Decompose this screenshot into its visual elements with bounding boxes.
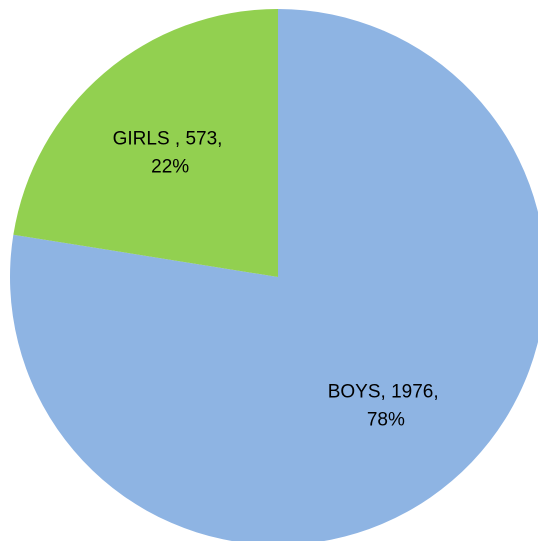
pie-slices xyxy=(10,9,538,541)
pie-labels: BOYS, 1976, 78% GIRLS , 573, 22% xyxy=(113,129,444,431)
slice-label-girls-line2: 22% xyxy=(151,157,189,178)
slice-label-boys-line2: 78% xyxy=(367,409,405,430)
slice-label-boys-line1: BOYS, 1976, xyxy=(328,381,439,402)
slice-girls xyxy=(13,9,278,277)
slice-label-boys: BOYS, 1976, 78% xyxy=(328,381,444,430)
slice-label-girls-line1: GIRLS , 573, xyxy=(113,129,223,150)
slice-label-girls: GIRLS , 573, 22% xyxy=(113,129,228,178)
slice-boys xyxy=(10,9,538,541)
